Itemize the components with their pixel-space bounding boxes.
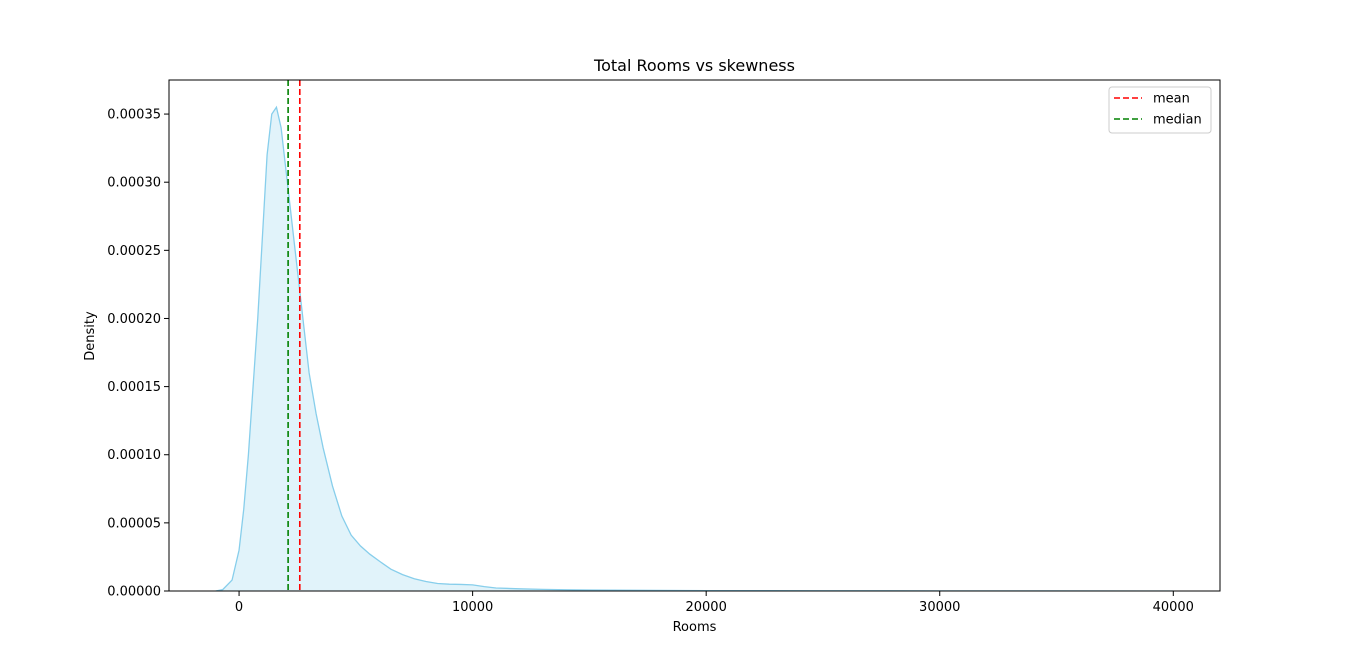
y-axis-label: Density — [83, 311, 98, 361]
kde-curve-line — [215, 105, 1174, 591]
x-tick-label: 30000 — [919, 600, 960, 615]
x-tick-label: 40000 — [1153, 600, 1194, 615]
x-tick-label: 20000 — [685, 600, 726, 615]
chart-title: Total Rooms vs skewness — [593, 56, 795, 75]
y-tick-label: 0.00030 — [107, 176, 161, 191]
legend-label-median: median — [1153, 113, 1202, 128]
x-tick-label: 10000 — [452, 600, 493, 615]
y-tick-label: 0.00010 — [107, 448, 161, 463]
y-tick-label: 0.00000 — [107, 585, 161, 600]
x-axis-label: Rooms — [673, 620, 717, 635]
plot-frame — [168, 79, 1221, 592]
y-tick-label: 0.00005 — [107, 516, 161, 531]
legend: mean median — [1108, 86, 1212, 134]
kde-area-fill — [215, 107, 1174, 591]
y-tick-label: 0.00020 — [107, 312, 161, 327]
legend-label-mean: mean — [1153, 92, 1190, 107]
y-tick-label: 0.00025 — [107, 244, 161, 259]
y-tick-label: 0.00015 — [107, 380, 161, 395]
plot-area — [215, 80, 1174, 591]
x-tick-label: 0 — [235, 600, 243, 615]
x-axis: 0 10000 20000 30000 40000 — [235, 591, 1194, 615]
y-tick-label: 0.00035 — [107, 108, 161, 123]
y-axis: 0.00000 0.00005 0.00010 0.00015 0.00020 0.000… — [107, 108, 169, 600]
